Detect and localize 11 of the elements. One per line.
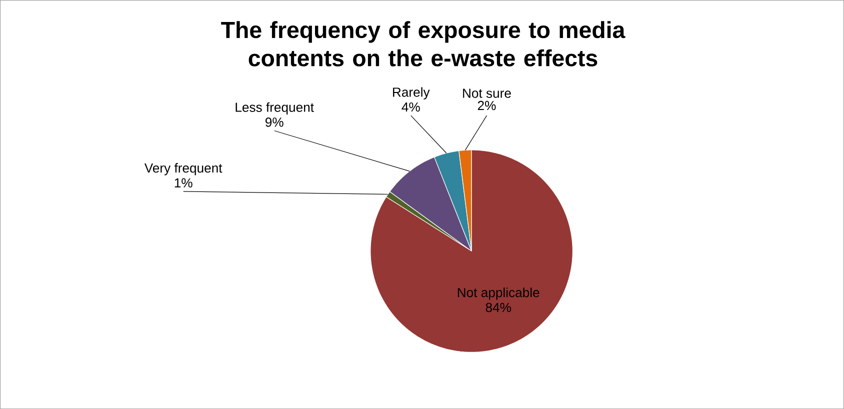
- data-label: 1%: [174, 178, 192, 188]
- data-label: 84%: [486, 302, 511, 312]
- slice-label: Not sure: [463, 88, 511, 98]
- slice-label: Less frequent: [236, 102, 314, 114]
- chart-title: The frequency of exposure to media contents on the e-waste effects: [221, 21, 626, 66]
- slice-label: Not applicable: [458, 288, 540, 300]
- slice-label: Rarely: [393, 87, 430, 100]
- data-label: 9%: [266, 117, 284, 127]
- slice-label: Very frequent: [144, 162, 222, 176]
- data-label: 4%: [402, 102, 420, 112]
- data-label: 2%: [478, 100, 496, 110]
